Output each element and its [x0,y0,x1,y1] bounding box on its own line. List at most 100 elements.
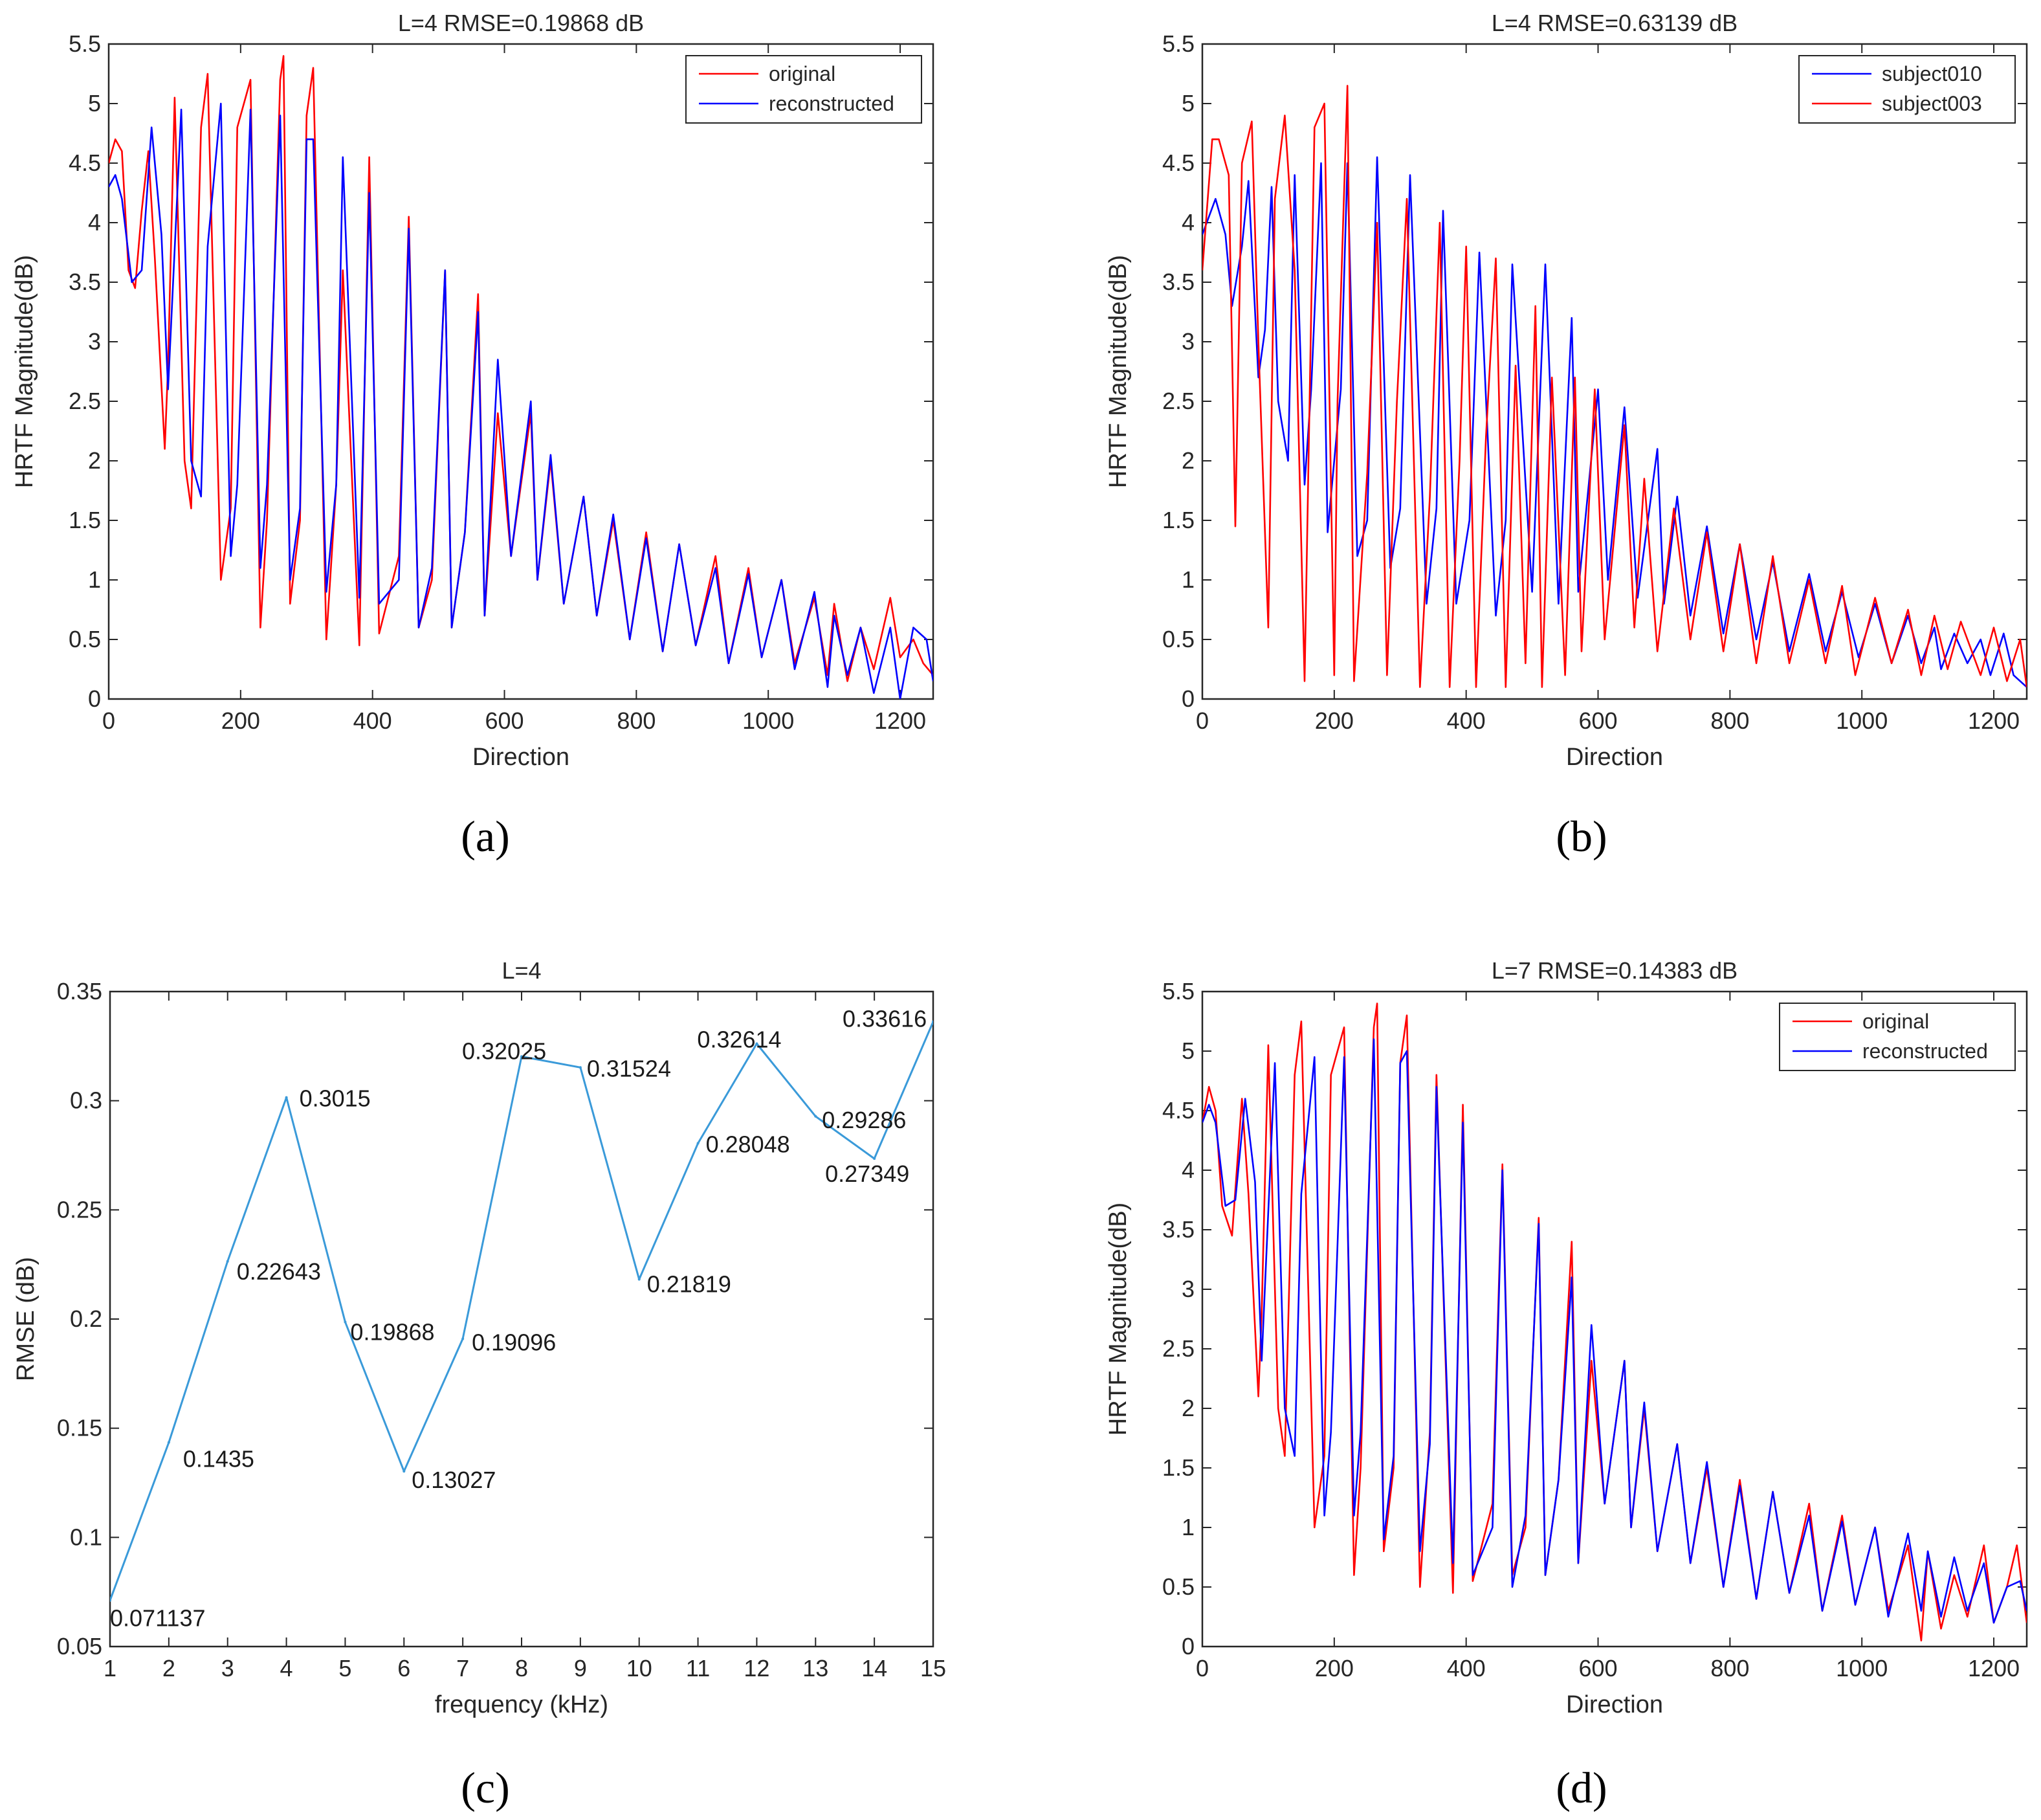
y-tick-label: 2.5 [69,388,101,414]
y-tick-label: 5.5 [1162,978,1195,1004]
y-tick-label: 5 [1182,1038,1195,1064]
data-label: 0.27349 [825,1160,909,1187]
legend-box [1798,55,2016,124]
x-axis-label: frequency (kHz) [435,1691,608,1718]
legend-entry: subject003 [1882,92,1982,115]
x-tick-label: 15 [920,1655,946,1681]
y-tick-label: 3 [1182,1276,1195,1302]
x-tick-label: 200 [221,707,260,734]
y-tick-label: 0.25 [57,1196,102,1223]
x-tick-label: 3 [221,1655,234,1681]
data-point [579,1066,582,1069]
chart-title: L=4 RMSE=0.19868 dB [398,10,644,36]
figure-caption: (b) [1556,812,1607,861]
y-tick-label: 3.5 [1162,1216,1195,1243]
legend-entry: original [1862,1010,1929,1033]
x-tick-label: 1200 [1968,707,2020,734]
data-point [873,1157,876,1160]
legend: original reconstructed [685,55,922,124]
x-tick-label: 800 [1710,707,1749,734]
data-label: 0.19096 [472,1329,556,1355]
figure-caption: (a) [461,812,509,861]
data-label: 0.33616 [843,1006,927,1032]
panel-c: 0.050.10.150.20.250.30.351 2 3 4 5 6 7 8 9 10 11 12… [12,957,946,1812]
x-tick-label: 400 [353,707,392,734]
x-tick-label: 12 [744,1655,769,1681]
y-tick-label: 1.5 [69,507,101,533]
y-tick-label: 0.3 [70,1087,102,1114]
x-tick-label: 1200 [1968,1655,2020,1681]
y-tick-label: 3.5 [1162,269,1195,295]
x-tick-label: 13 [802,1655,828,1681]
legend-box [1779,1003,2016,1071]
y-tick-label: 1 [1182,1514,1195,1540]
legend: original reconstructed [1779,1003,2016,1071]
series-line-subject003 [1202,85,2027,688]
y-tick-label: 0 [88,685,101,712]
data-point [461,1337,465,1340]
data-label: 0.31524 [587,1055,671,1082]
y-tick-label: 0.5 [1162,1573,1195,1600]
data-label: 0.29286 [822,1107,906,1133]
plot-area [1202,1003,2027,1642]
data-point [167,1441,170,1444]
legend-entry: reconstructed [769,92,894,115]
x-tick-label: 800 [1710,1655,1749,1681]
data-point [520,1055,523,1058]
x-tick-label: 14 [861,1655,887,1681]
y-axis-label: HRTF Magnitude(dB) [1105,1203,1132,1436]
y-tick-label: 2 [1182,447,1195,474]
plot-area [1202,85,2027,688]
x-tick-label: 0 [102,707,115,734]
y-tick-label: 3 [1182,328,1195,355]
x-tick-label: 6 [397,1655,410,1681]
figure-caption: (c) [461,1763,509,1812]
data-label: 0.32025 [462,1038,546,1064]
x-tick-label: 11 [686,1655,710,1681]
x-tick-label: 4 [280,1655,293,1681]
y-tick-label: 1 [88,566,101,593]
data-point [696,1142,700,1145]
chart-title: L=7 RMSE=0.14383 dB [1492,957,1738,984]
x-tick-label: 10 [626,1655,652,1681]
data-point [285,1096,288,1099]
x-tick-label: 200 [1315,1655,1354,1681]
data-point [637,1278,641,1281]
panel-a: 0 0.5 1 1.5 2 2.5 3 3.5 4 4.5 5 5.5 0 200 400 600 800 100… [11,10,934,861]
y-tick-label: 0.1 [70,1524,102,1550]
x-axis-label: Direction [1566,744,1663,771]
data-label: 0.1435 [183,1446,254,1472]
x-tick-label: 1000 [742,707,794,734]
axes-box [1201,43,2028,700]
x-tick-label: 2 [162,1655,175,1681]
data-label: 0.32614 [697,1026,781,1052]
series-line-reconstructed [1202,1038,2027,1624]
plot-area [110,1020,933,1602]
data-label: 0.19868 [350,1318,434,1345]
y-tick-label: 2 [88,447,101,474]
y-tick-label: 4.5 [69,150,101,176]
x-tick-label: 800 [617,707,656,734]
legend-box [685,55,922,124]
x-tick-label: 9 [574,1655,587,1681]
y-tick-label: 4.5 [1162,1097,1195,1124]
x-tick-label: 0 [1196,707,1209,734]
y-tick-label: 0.15 [57,1415,102,1441]
x-tick-label: 400 [1447,1655,1486,1681]
panel-b: 0 0.5 1 1.5 2 2.5 3 3.5 4 4.5 5 5.5 0 200 400 600 800 100… [1105,10,2028,861]
y-tick-label: 2.5 [1162,388,1195,414]
data-label: 0.13027 [412,1467,496,1493]
data-point [932,1020,933,1023]
data-point [814,1115,817,1118]
data-point [344,1320,347,1324]
x-tick-label: 600 [1578,1655,1617,1681]
data-point [755,1042,758,1045]
y-tick-label: 0 [1182,1633,1195,1659]
series-line-reconstructed [109,102,933,699]
data-point [110,1599,111,1602]
axes-box [1201,990,2028,1648]
x-tick-label: 200 [1315,707,1354,734]
data-point [403,1470,406,1473]
x-tick-label: 1 [104,1655,116,1681]
y-tick-label: 4 [1182,209,1195,236]
